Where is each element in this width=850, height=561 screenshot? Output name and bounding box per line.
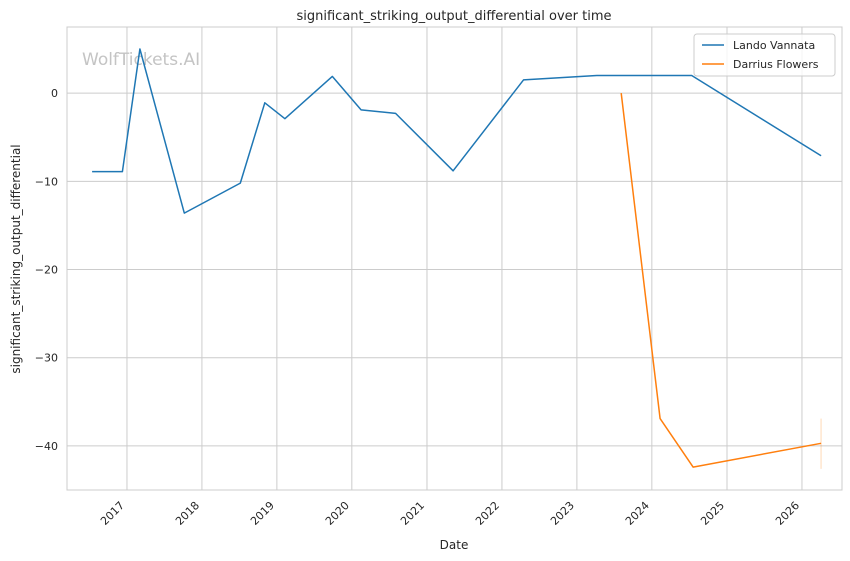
plot-area [66,26,843,491]
series-line-darrius-flowers [620,93,822,468]
chart-title: significant_striking_output_differential… [297,9,612,24]
gridlines [67,27,842,490]
legend-label-darrius-flowers: Darrius Flowers [733,58,819,71]
x-axis-label: Date [440,538,469,552]
y-axis-label: significant_striking_output_differential [9,144,23,373]
y-tick-label: 0 [51,87,58,100]
y-tick-label: −20 [35,264,58,277]
x-axis-ticks: 2017 2018 2019 2020 2021 2022 2023 2024 2025 2026 [98,499,802,528]
y-axis-ticks: 0 −10 −20 −30 −40 [35,87,58,453]
y-tick-label: −10 [35,175,58,188]
series-lines [92,48,822,469]
watermark: WolfTickets.AI [82,50,200,70]
y-tick-label: −30 [35,352,58,365]
y-tick-label: −40 [35,440,58,453]
legend: Lando Vannata Darrius Flowers [693,33,836,77]
legend-label-lando-vannata: Lando Vannata [733,39,815,52]
series-line-lando-vannata [92,48,822,214]
legend-box [693,33,836,77]
